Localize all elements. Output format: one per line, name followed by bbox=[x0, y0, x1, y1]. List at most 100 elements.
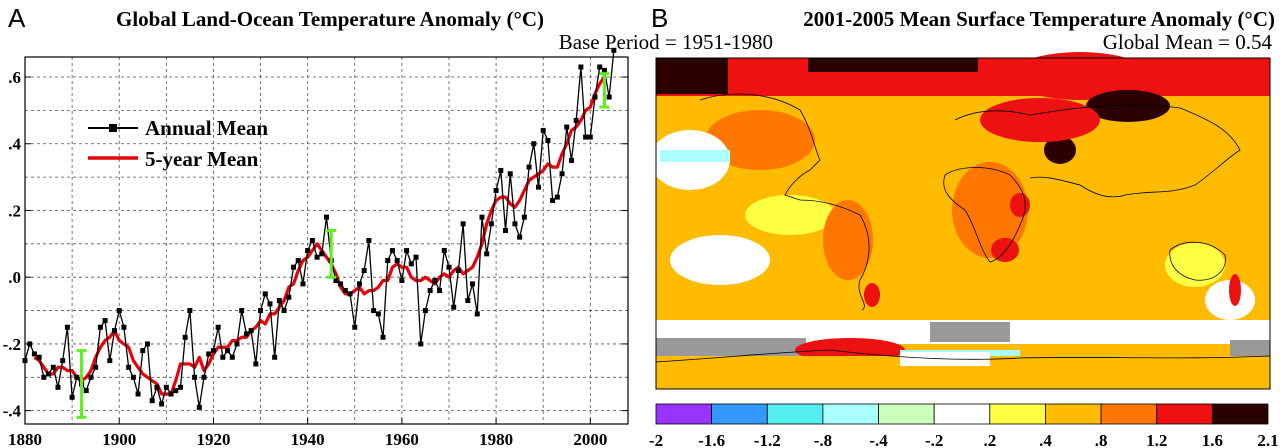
annual-point bbox=[130, 374, 136, 380]
annual-point bbox=[27, 341, 33, 347]
colorbar-segment bbox=[878, 403, 935, 425]
annual-point bbox=[465, 298, 471, 304]
annual-point bbox=[46, 371, 52, 377]
map-new-zealand bbox=[1229, 274, 1241, 306]
annual-point bbox=[60, 358, 66, 364]
map-siberia-warm bbox=[1010, 52, 1150, 100]
map-south-pacific-cool bbox=[670, 235, 770, 285]
annual-point bbox=[564, 124, 570, 130]
panel-a-title: Global Land-Ocean Temperature Anomaly (°… bbox=[116, 7, 544, 31]
map-north-america bbox=[705, 110, 815, 170]
annual-point bbox=[389, 248, 395, 254]
annual-point bbox=[154, 384, 160, 390]
annual-point bbox=[507, 171, 513, 177]
annual-point bbox=[441, 248, 447, 254]
panel-a-subtitle: Base Period = 1951-1980 bbox=[559, 30, 773, 54]
map-frame bbox=[655, 57, 1271, 390]
y-tick-label: .2 bbox=[8, 201, 21, 220]
annual-point bbox=[159, 401, 165, 407]
annual-point bbox=[399, 278, 405, 284]
annual-point bbox=[50, 364, 56, 370]
annual-point bbox=[149, 398, 155, 404]
annual-point bbox=[74, 374, 80, 380]
annual-point bbox=[493, 187, 499, 193]
map-missing-mid bbox=[930, 322, 1010, 342]
annual-point bbox=[239, 308, 245, 314]
annual-point bbox=[192, 374, 198, 380]
map-arctic-north bbox=[808, 58, 978, 72]
annual-point bbox=[234, 341, 240, 347]
annual-point bbox=[55, 384, 61, 390]
annual-point bbox=[554, 194, 560, 200]
map-missing-east bbox=[1230, 340, 1270, 356]
colorbar-segment bbox=[1045, 403, 1102, 425]
y-tick-label: .0 bbox=[8, 268, 21, 287]
annual-point bbox=[356, 281, 362, 287]
annual-point bbox=[126, 364, 132, 370]
panel-a-x-tick-labels: 1880 1900 1920 1940 1960 1980 2000 bbox=[8, 430, 607, 448]
map-south-pacific-west bbox=[1205, 280, 1255, 320]
annual-point bbox=[314, 254, 320, 260]
colorbar-label: -2 bbox=[649, 431, 663, 448]
colorbar-label: .8 bbox=[1095, 431, 1108, 448]
annual-point bbox=[517, 234, 523, 240]
annual-point bbox=[187, 308, 193, 314]
annual-point bbox=[484, 251, 490, 257]
colorbar-segment bbox=[1211, 403, 1269, 425]
annual-point bbox=[210, 348, 216, 354]
x-tick-label: 1960 bbox=[385, 430, 419, 448]
colorbar-labels: -2 -1.6 -1.2 -.8 -.4 -.2 .2 .4 .8 1.2 1.6 2.1 bbox=[649, 431, 1279, 448]
annual-point bbox=[272, 354, 278, 360]
annual-point bbox=[163, 384, 169, 390]
annual-point bbox=[206, 351, 212, 357]
map-indian-ocean bbox=[1080, 210, 1160, 260]
annual-point bbox=[559, 171, 565, 177]
annual-point bbox=[432, 278, 438, 284]
annual-point bbox=[597, 64, 603, 70]
annual-point bbox=[437, 288, 443, 294]
series-annual-mean bbox=[22, 47, 617, 410]
annual-point bbox=[97, 324, 103, 330]
x-tick-label: 1920 bbox=[196, 430, 230, 448]
annual-point bbox=[36, 354, 42, 360]
annual-point bbox=[93, 364, 99, 370]
annual-point bbox=[309, 238, 315, 243]
annual-point bbox=[568, 157, 574, 163]
annual-point bbox=[512, 221, 518, 227]
map-pacific-cyan bbox=[660, 150, 730, 162]
annual-point bbox=[88, 374, 94, 380]
x-tick-label: 1980 bbox=[479, 430, 513, 448]
panel-a: A Global Land-Ocean Temperature Anomaly … bbox=[3, 3, 773, 448]
legend-annual-label: Annual Mean bbox=[145, 116, 268, 140]
annual-point bbox=[291, 264, 297, 270]
map-australia bbox=[1165, 243, 1225, 287]
colorbar-segment bbox=[766, 403, 824, 425]
legend-5yr-label: 5-year Mean bbox=[145, 147, 259, 171]
annual-point bbox=[394, 258, 400, 264]
annual-point bbox=[253, 361, 259, 367]
colorbar-label: -1.6 bbox=[698, 431, 725, 448]
annual-point bbox=[168, 391, 174, 397]
y-tick-label: .6 bbox=[8, 68, 21, 87]
annual-point bbox=[342, 288, 348, 294]
annual-point bbox=[262, 291, 268, 297]
annual-point bbox=[243, 331, 249, 337]
colorbar-label: 1.2 bbox=[1146, 431, 1167, 448]
annual-point bbox=[587, 134, 593, 140]
map-coastlines bbox=[655, 93, 1271, 363]
annual-point bbox=[385, 258, 391, 264]
annual-point bbox=[64, 324, 70, 330]
annual-point bbox=[22, 358, 28, 364]
panel-b-title: 2001-2005 Mean Surface Temperature Anoma… bbox=[803, 7, 1275, 31]
annual-point bbox=[503, 227, 509, 233]
panel-a-legend: Annual Mean 5-year Mean bbox=[88, 116, 268, 171]
annual-point bbox=[177, 384, 183, 390]
map-eurasia-warm bbox=[980, 98, 1100, 142]
annual-point bbox=[460, 221, 466, 227]
plot-frame bbox=[24, 56, 629, 425]
map-patagonia bbox=[864, 283, 880, 307]
annual-point bbox=[107, 358, 113, 364]
colorbar-segment bbox=[989, 403, 1046, 425]
annual-line bbox=[24, 50, 615, 408]
colorbar-segment bbox=[711, 403, 768, 425]
